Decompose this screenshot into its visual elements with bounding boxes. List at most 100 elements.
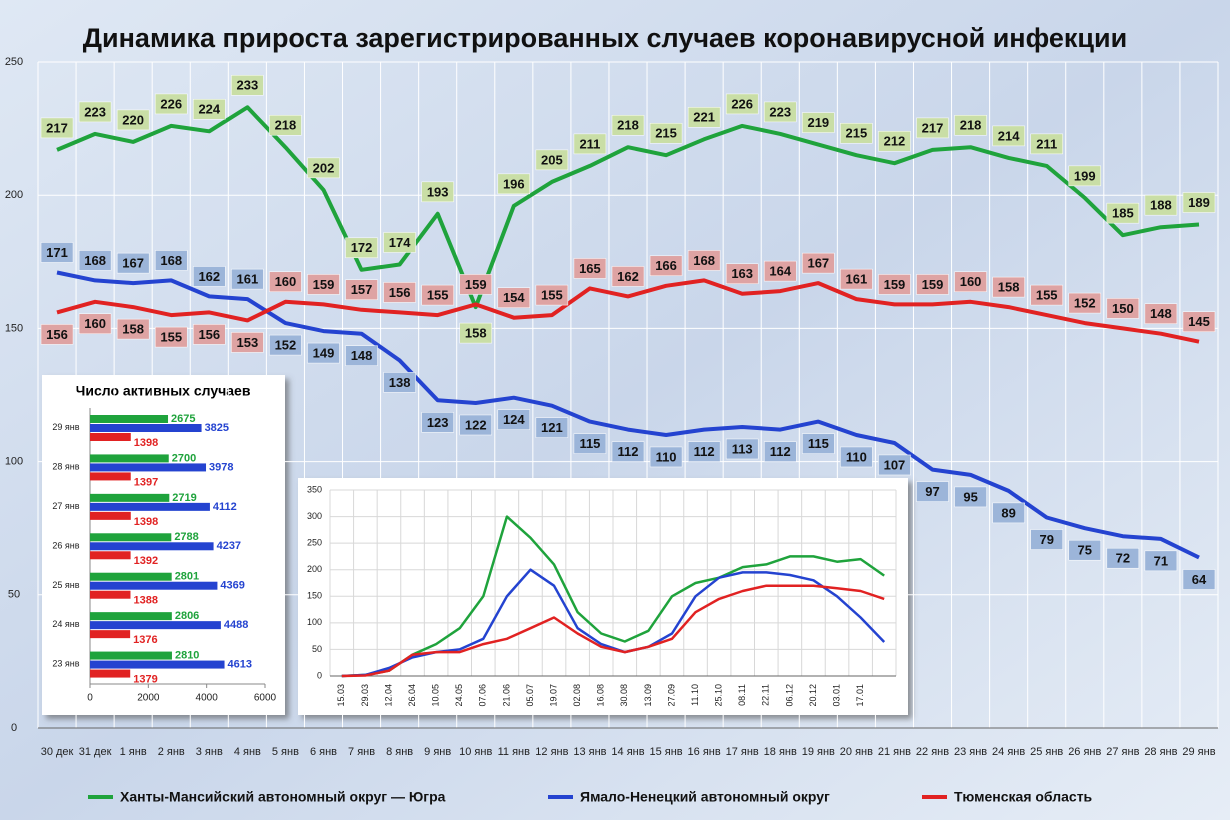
label-box <box>383 232 416 253</box>
bar <box>90 660 225 669</box>
data-label: 158 <box>122 322 144 337</box>
label-box <box>459 414 492 436</box>
data-label: 155 <box>1036 288 1058 303</box>
y-tick-label: 200 <box>307 564 322 574</box>
data-label: 202 <box>313 160 335 175</box>
x-tick-label: 25 янв <box>1030 746 1063 758</box>
data-label: 160 <box>960 274 982 289</box>
label-box <box>1182 192 1216 213</box>
bar <box>90 581 218 590</box>
x-tick-label: 25.10 <box>714 684 724 707</box>
label-box <box>1144 550 1178 572</box>
legend-label: Ханты-Мансийский автономный округ — Югра <box>120 789 446 805</box>
x-tick-label: 5 янв <box>272 746 299 758</box>
legend-label: Ямало-Ненецкий автономный округ <box>580 789 830 805</box>
x-tick-label: 15.03 <box>336 684 346 707</box>
label-box <box>573 258 607 279</box>
bar <box>90 493 170 502</box>
label-box <box>840 122 873 144</box>
x-tick-label: 4 янв <box>234 746 261 758</box>
data-label: 148 <box>1150 306 1172 321</box>
x-tick-label: 20.12 <box>808 684 818 707</box>
x-tick-label: 28 янв <box>1144 746 1177 758</box>
bar <box>90 472 131 481</box>
data-label: 4369 <box>220 580 244 592</box>
data-label: 185 <box>1112 206 1134 221</box>
x-tick-label: 8 янв <box>386 746 413 758</box>
x-tick-label: 10 янв <box>459 746 492 758</box>
data-label: 2788 <box>174 531 198 543</box>
data-label: 189 <box>1188 195 1210 210</box>
data-label: 166 <box>655 258 677 273</box>
label-box <box>954 486 987 508</box>
y-tick-label: 23 янв <box>52 659 79 669</box>
label-box <box>725 438 759 460</box>
data-label: 158 <box>465 326 487 341</box>
label-box <box>78 101 112 123</box>
label-box <box>878 454 911 476</box>
data-label: 167 <box>122 256 144 271</box>
label-box <box>307 342 340 364</box>
x-tick-label: 30 дек <box>41 746 74 758</box>
data-label: 215 <box>655 126 677 141</box>
data-label: 162 <box>617 269 639 284</box>
data-label: 172 <box>351 240 373 255</box>
data-label: 2801 <box>175 571 199 583</box>
label-box <box>802 112 835 133</box>
data-label: 1388 <box>133 595 157 607</box>
x-tick-label: 22.11 <box>761 684 771 706</box>
label-box <box>802 252 835 274</box>
data-label: 168 <box>84 253 106 268</box>
label-box <box>573 433 607 454</box>
label-box <box>459 274 492 295</box>
data-label: 233 <box>237 78 259 93</box>
label-box <box>1030 284 1063 306</box>
series-line <box>341 584 885 678</box>
x-tick-label: 6000 <box>254 693 277 704</box>
data-label: 1392 <box>134 555 158 567</box>
label-box <box>687 107 721 128</box>
data-label: 157 <box>351 282 373 297</box>
data-label: 2806 <box>175 610 199 622</box>
x-tick-label: 27.09 <box>666 684 676 707</box>
y-tick-label: 29 янв <box>52 422 79 432</box>
bar <box>90 502 210 511</box>
data-label: 218 <box>617 118 639 133</box>
data-label: 211 <box>579 136 600 151</box>
label-box <box>307 274 340 295</box>
label-box <box>269 334 302 356</box>
label-box <box>764 101 797 123</box>
x-tick-label: 6 янв <box>310 746 337 758</box>
data-label: 153 <box>237 335 259 350</box>
bar <box>90 454 169 463</box>
label-box <box>383 372 416 393</box>
x-tick-label: 08.11 <box>737 684 747 706</box>
data-label: 115 <box>579 436 600 451</box>
label-box <box>78 313 112 335</box>
data-label: 217 <box>46 120 68 135</box>
x-tick-label: 26 янв <box>1068 746 1101 758</box>
y-tick-label: 28 янв <box>52 462 79 472</box>
data-label: 4488 <box>224 619 248 631</box>
label-box <box>611 266 645 287</box>
data-label: 156 <box>46 327 68 342</box>
data-label: 107 <box>884 457 906 472</box>
data-label: 218 <box>275 118 297 133</box>
data-label: 171 <box>46 245 68 260</box>
label-box <box>649 446 683 468</box>
label-box <box>78 250 112 271</box>
data-label: 158 <box>998 280 1020 295</box>
x-tick-label: 7 янв <box>348 746 375 758</box>
x-tick-label: 21.06 <box>501 684 511 707</box>
x-tick-label: 2000 <box>137 693 160 704</box>
label-box <box>992 276 1025 298</box>
y-tick-label: 300 <box>307 511 322 521</box>
x-tick-label: 29.03 <box>360 684 370 707</box>
bar <box>90 542 214 551</box>
data-label: 168 <box>693 253 715 268</box>
label-box <box>231 268 264 290</box>
label-box <box>725 263 759 285</box>
label-box <box>116 252 150 274</box>
data-label: 145 <box>1188 314 1210 329</box>
label-box <box>421 284 454 306</box>
